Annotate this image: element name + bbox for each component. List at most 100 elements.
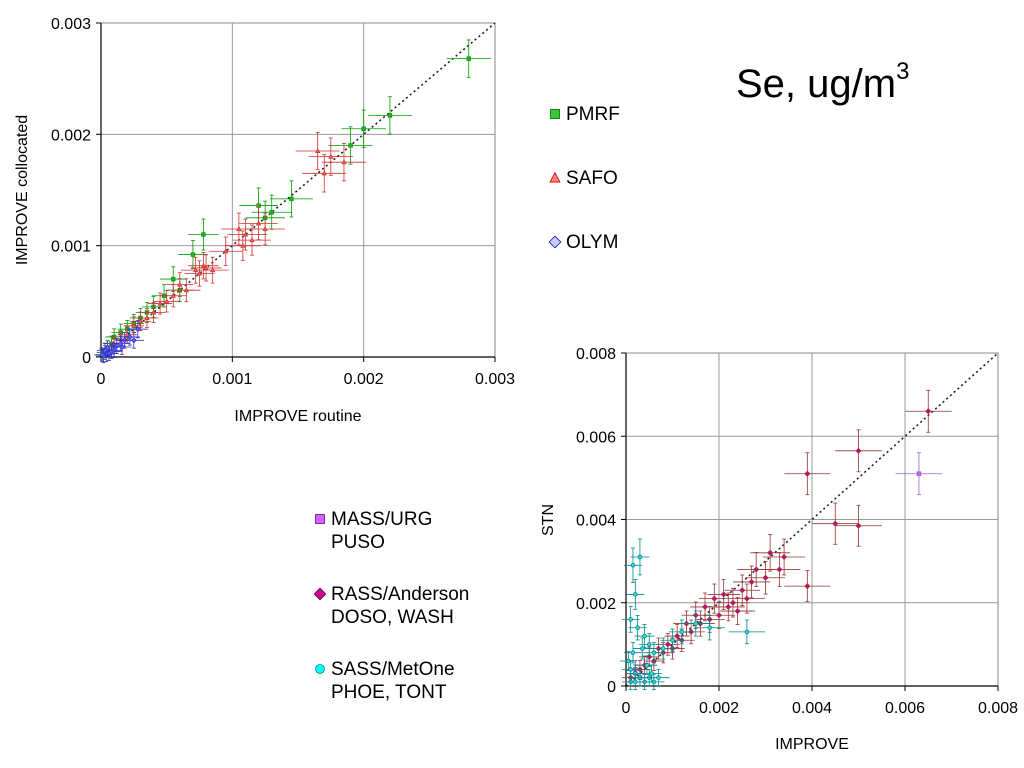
triangle-marker-icon <box>549 171 561 183</box>
data-point <box>725 603 732 610</box>
data-point <box>660 646 666 651</box>
data-point <box>707 625 712 631</box>
data-point <box>729 599 736 606</box>
data-point <box>119 344 125 350</box>
data-point <box>137 318 144 324</box>
diamond-marker-icon <box>313 587 327 601</box>
data-point <box>628 617 633 622</box>
data-point <box>126 334 133 340</box>
x-tick-label: 0.002 <box>699 700 739 717</box>
data-point <box>209 267 216 273</box>
data-point <box>341 159 347 165</box>
data-point <box>249 237 255 243</box>
x-tick-label: 0.002 <box>344 371 384 388</box>
data-point <box>255 220 262 226</box>
data-point <box>762 574 769 581</box>
data-point <box>196 270 203 276</box>
data-point <box>361 126 366 131</box>
data-point <box>171 276 176 282</box>
data-point <box>328 153 334 159</box>
chart-title: Se, ug/m3 <box>736 58 910 106</box>
data-point <box>679 629 685 635</box>
y-tick-label: 0.003 <box>51 16 91 33</box>
x-tick-label: 0.004 <box>792 700 832 717</box>
legend-label: MASS/URG PUSO <box>331 508 432 554</box>
data-point <box>642 633 647 639</box>
data-point <box>649 671 654 676</box>
data-point <box>804 583 811 590</box>
series-1 <box>105 131 367 352</box>
legend-marker <box>313 587 327 601</box>
data-point <box>269 210 274 215</box>
data-point <box>916 471 922 477</box>
data-point <box>781 553 788 560</box>
data-point <box>134 326 141 333</box>
x-axis-label: IMPROVE routine <box>234 408 361 425</box>
data-point <box>804 470 811 477</box>
data-point <box>130 337 137 344</box>
data-point <box>767 549 774 556</box>
legend-marker <box>548 235 562 249</box>
legend-label-line1: SASS/MetOne <box>331 659 455 680</box>
data-point <box>664 641 671 648</box>
data-point <box>177 281 183 287</box>
data-point <box>192 267 199 273</box>
x-tick-label: 0.003 <box>475 371 515 388</box>
circle-marker-icon <box>315 664 325 674</box>
data-point <box>104 345 111 351</box>
data-point <box>720 591 727 598</box>
y-tick-label: 0 <box>607 679 616 696</box>
x-tick-label: 0.008 <box>978 700 1018 717</box>
data-point <box>674 633 681 640</box>
data-point <box>113 342 120 349</box>
data-point <box>236 225 242 231</box>
legend-label-line2: DOSO, WASH <box>331 607 454 628</box>
data-point <box>702 603 709 610</box>
data-point <box>637 554 643 560</box>
data-point <box>656 675 661 680</box>
legend-label-line1: RASS/Anderson <box>331 584 470 605</box>
y-tick-label: 0 <box>82 350 91 367</box>
legend-label: SAFO <box>566 168 618 189</box>
legend-marker <box>315 664 325 674</box>
data-point <box>240 242 246 248</box>
data-point <box>630 562 636 568</box>
data-point <box>170 292 176 298</box>
data-point <box>748 578 755 585</box>
data-point <box>223 248 229 254</box>
data-point <box>242 231 249 237</box>
data-point <box>670 637 675 643</box>
legend-label-line2: PUSO <box>331 532 385 553</box>
series-2 <box>619 538 766 691</box>
y-axis-label: STN <box>540 504 557 536</box>
legend-marker <box>550 109 560 119</box>
data-point <box>646 642 652 647</box>
data-point <box>387 113 393 118</box>
legend-label-line1: MASS/URG <box>331 509 433 530</box>
data-point <box>99 351 106 358</box>
data-point <box>855 447 862 454</box>
legend-marker <box>315 514 325 524</box>
data-point <box>743 595 750 602</box>
data-point <box>124 331 130 337</box>
data-point <box>626 658 631 664</box>
data-point <box>262 225 268 231</box>
y-tick-label: 0.006 <box>576 429 616 446</box>
data-point <box>753 566 760 573</box>
data-point <box>321 170 327 176</box>
data-point <box>201 232 206 237</box>
data-point <box>644 662 650 668</box>
chart-1: 0 0.001 0.002 0.003 0 0.001 0.002 0.003 IMPROVE … <box>14 16 515 425</box>
x-tick-label: 0 <box>622 700 631 717</box>
legend-label-line2: PHOE, TONT <box>331 682 447 703</box>
legend-label: PMRF <box>566 104 620 125</box>
x-tick-label: 0.001 <box>212 371 252 388</box>
y-tick-label: 0.004 <box>576 513 616 530</box>
data-point <box>144 315 150 321</box>
data-point <box>150 309 157 315</box>
square-marker-icon <box>550 109 560 119</box>
x-tick-label: 0 <box>97 371 106 388</box>
data-point <box>711 595 718 602</box>
data-point <box>183 287 190 293</box>
